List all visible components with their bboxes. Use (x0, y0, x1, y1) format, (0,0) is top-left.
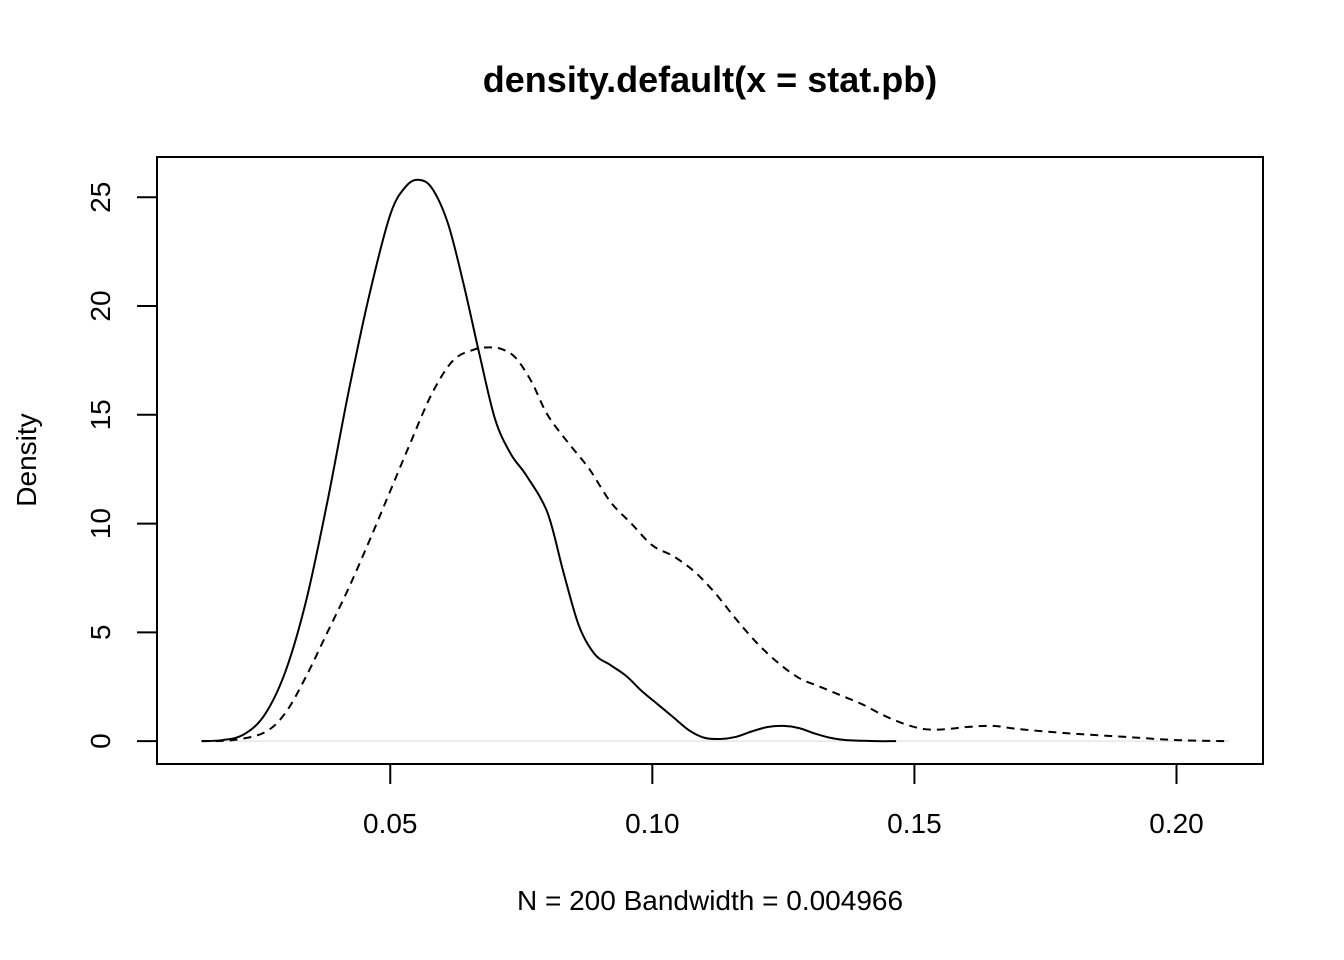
density-curves (201, 178, 1229, 743)
y-axis: 0 5 10 15 20 25 (85, 182, 158, 749)
chart-title: density.default(x = stat.pb) (483, 59, 937, 100)
y-axis-label: Density (11, 413, 42, 506)
x-tick-label: 0.15 (887, 808, 942, 839)
y-tick-label: 10 (85, 508, 116, 539)
x-axis-label: N = 200 Bandwidth = 0.004966 (517, 885, 903, 916)
y-tick-label: 20 (85, 290, 116, 321)
y-tick-label: 5 (85, 625, 116, 641)
y-tick-label: 0 (85, 733, 116, 749)
x-tick-label: 0.10 (625, 808, 680, 839)
x-tick-label: 0.05 (363, 808, 418, 839)
y-tick-label: 15 (85, 399, 116, 430)
solid-density-curve (201, 178, 897, 743)
plot-frame (156, 156, 1264, 765)
dashed-density-curve (201, 346, 1229, 743)
x-tick-label: 0.20 (1149, 808, 1204, 839)
y-tick-label: 25 (85, 182, 116, 213)
x-axis: 0.05 0.10 0.15 0.20 (363, 763, 1204, 839)
